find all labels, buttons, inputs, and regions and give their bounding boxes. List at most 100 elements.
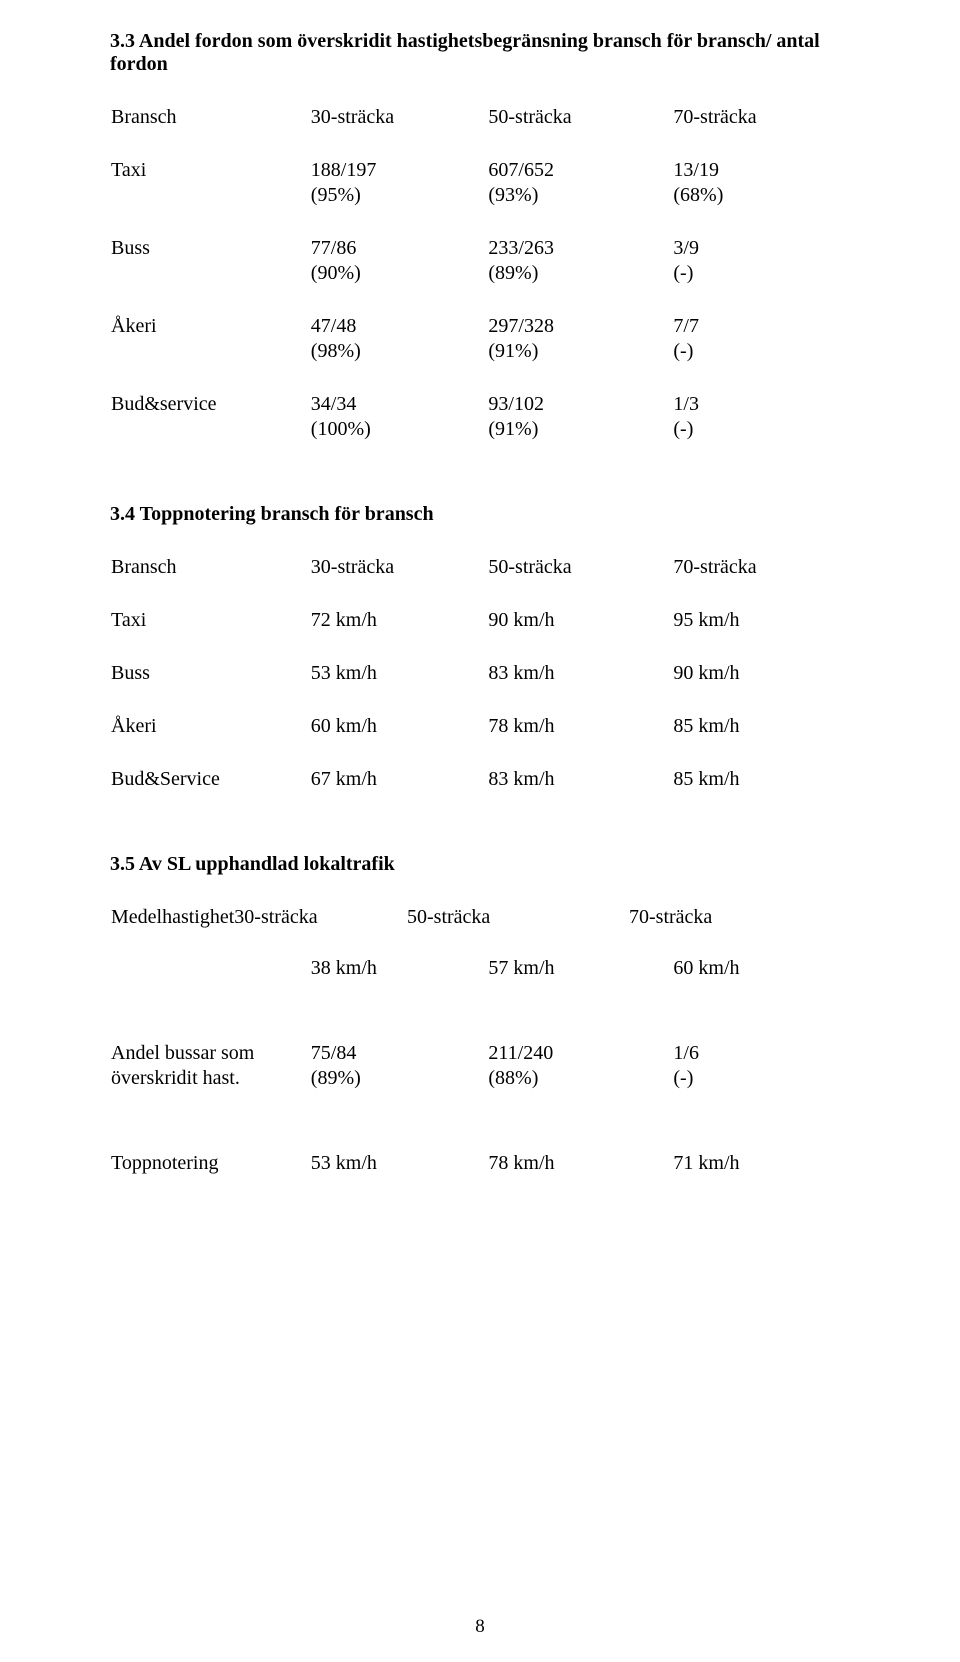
cell: 90 km/h [487,607,672,634]
table-row: Taxi 188/197 (95%) 607/652 (93%) 13/19 (… [110,157,850,209]
cell-percent: (91%) [488,339,671,364]
table-row: Åkeri 47/48 (98%) 297/328 (91%) 7/7 (-) [110,313,850,365]
cell-value: 188/197 [311,158,487,183]
cell: 3/9 (-) [672,235,850,287]
row-label: Taxi [110,157,310,209]
spacer [110,209,850,235]
table-row: Buss 53 km/h 83 km/h 90 km/h [110,660,850,687]
cell-percent: (90%) [311,261,487,286]
table-row: Taxi 72 km/h 90 km/h 95 km/h [110,607,850,634]
cell: 53 km/h [310,660,488,687]
col-header: 70-sträcka [628,904,850,931]
row-label: Åkeri [110,313,310,365]
cell-percent: (89%) [311,1066,487,1091]
table-row: Buss 77/86 (90%) 233/263 (89%) 3/9 (-) [110,235,850,287]
spacer [110,687,850,713]
row-label: Bud&Service [110,766,310,793]
col-header: Bransch [110,104,310,131]
section-33-heading: 3.3 Andel fordon som överskridit hastigh… [110,30,850,76]
section-35-medel-table: 38 km/h 57 km/h 60 km/h Andel bussar som… [110,955,850,1177]
cell-percent: (-) [673,261,849,286]
cell-value: 607/652 [488,158,671,183]
cell-percent: (100%) [311,417,487,442]
col-header: 30-sträcka [310,554,488,581]
table-row: Bud&service 34/34 (100%) 93/102 (91%) 1/… [110,391,850,443]
cell: 93/102 (91%) [487,391,672,443]
row-label: Taxi [110,607,310,634]
spacer [110,1092,850,1150]
cell-value: 34/34 [311,392,487,417]
col-header: 50-sträcka [406,904,628,931]
table-header-row: Bransch 30-sträcka 50-sträcka 70-sträcka [110,554,850,581]
section-34-heading: 3.4 Toppnotering bransch för bransch [110,503,850,526]
cell-value: 13/19 [673,158,849,183]
page-number: 8 [0,1616,960,1638]
cell [110,955,310,982]
cell: 60 km/h [310,713,488,740]
spacer [110,634,850,660]
section-34-table: Bransch 30-sträcka 50-sträcka 70-sträcka… [110,554,850,793]
table-row: Bud&Service 67 km/h 83 km/h 85 km/h [110,766,850,793]
cell: 83 km/h [487,766,672,793]
cell: 211/240 (88%) [487,1040,672,1092]
spacer [110,365,850,391]
cell: 57 km/h [487,955,672,982]
cell-value: 1/3 [673,392,849,417]
cell: 47/48 (98%) [310,313,488,365]
cell: 60 km/h [672,955,850,982]
cell-percent: (-) [673,417,849,442]
cell: 607/652 (93%) [487,157,672,209]
spacer [110,740,850,766]
cell: 75/84 (89%) [310,1040,488,1092]
row-label: Buss [110,235,310,287]
medel-label: Medelhastighet30-sträcka [110,904,406,931]
section-35-heading: 3.5 Av SL upphandlad lokaltrafik [110,853,850,876]
table-header-row: Bransch 30-sträcka 50-sträcka 70-sträcka [110,104,850,131]
cell-value: 1/6 [673,1041,849,1066]
cell-value: 233/263 [488,236,671,261]
section-35-table: Medelhastighet30-sträcka 50-sträcka 70-s… [110,904,850,931]
cell-percent: (68%) [673,183,849,208]
cell: 71 km/h [672,1150,850,1177]
cell: 72 km/h [310,607,488,634]
spacer [110,931,850,955]
cell-value: 47/48 [311,314,487,339]
cell: 78 km/h [487,1150,672,1177]
cell: 38 km/h [310,955,488,982]
cell-value: 211/240 [488,1041,671,1066]
cell-value: 297/328 [488,314,671,339]
cell-value: 77/86 [311,236,487,261]
spacer [110,131,850,157]
spacer [110,982,850,1040]
col-header: 30-sträcka [310,104,488,131]
row-label: Andel bussar som överskridit hast. [110,1040,310,1092]
cell: 188/197 (95%) [310,157,488,209]
col-header: 50-sträcka [487,554,672,581]
cell-percent: (-) [673,339,849,364]
label-line: överskridit hast. [111,1066,309,1091]
cell-percent: (93%) [488,183,671,208]
table-row: Toppnotering 53 km/h 78 km/h 71 km/h [110,1150,850,1177]
cell-value: 7/7 [673,314,849,339]
cell-value: 3/9 [673,236,849,261]
cell: 1/3 (-) [672,391,850,443]
cell: 53 km/h [310,1150,488,1177]
spacer [110,443,850,503]
cell-percent: (95%) [311,183,487,208]
cell-percent: (91%) [488,417,671,442]
cell: 77/86 (90%) [310,235,488,287]
cell: 297/328 (91%) [487,313,672,365]
table-header-row: Medelhastighet30-sträcka 50-sträcka 70-s… [110,904,850,931]
row-label: Buss [110,660,310,687]
spacer [110,793,850,853]
cell: 85 km/h [672,713,850,740]
cell: 90 km/h [672,660,850,687]
cell-percent: (-) [673,1066,849,1091]
cell-percent: (98%) [311,339,487,364]
col-header: 70-sträcka [672,554,850,581]
spacer [110,581,850,607]
cell: 85 km/h [672,766,850,793]
row-label: Toppnotering [110,1150,310,1177]
table-row: Åkeri 60 km/h 78 km/h 85 km/h [110,713,850,740]
cell: 95 km/h [672,607,850,634]
